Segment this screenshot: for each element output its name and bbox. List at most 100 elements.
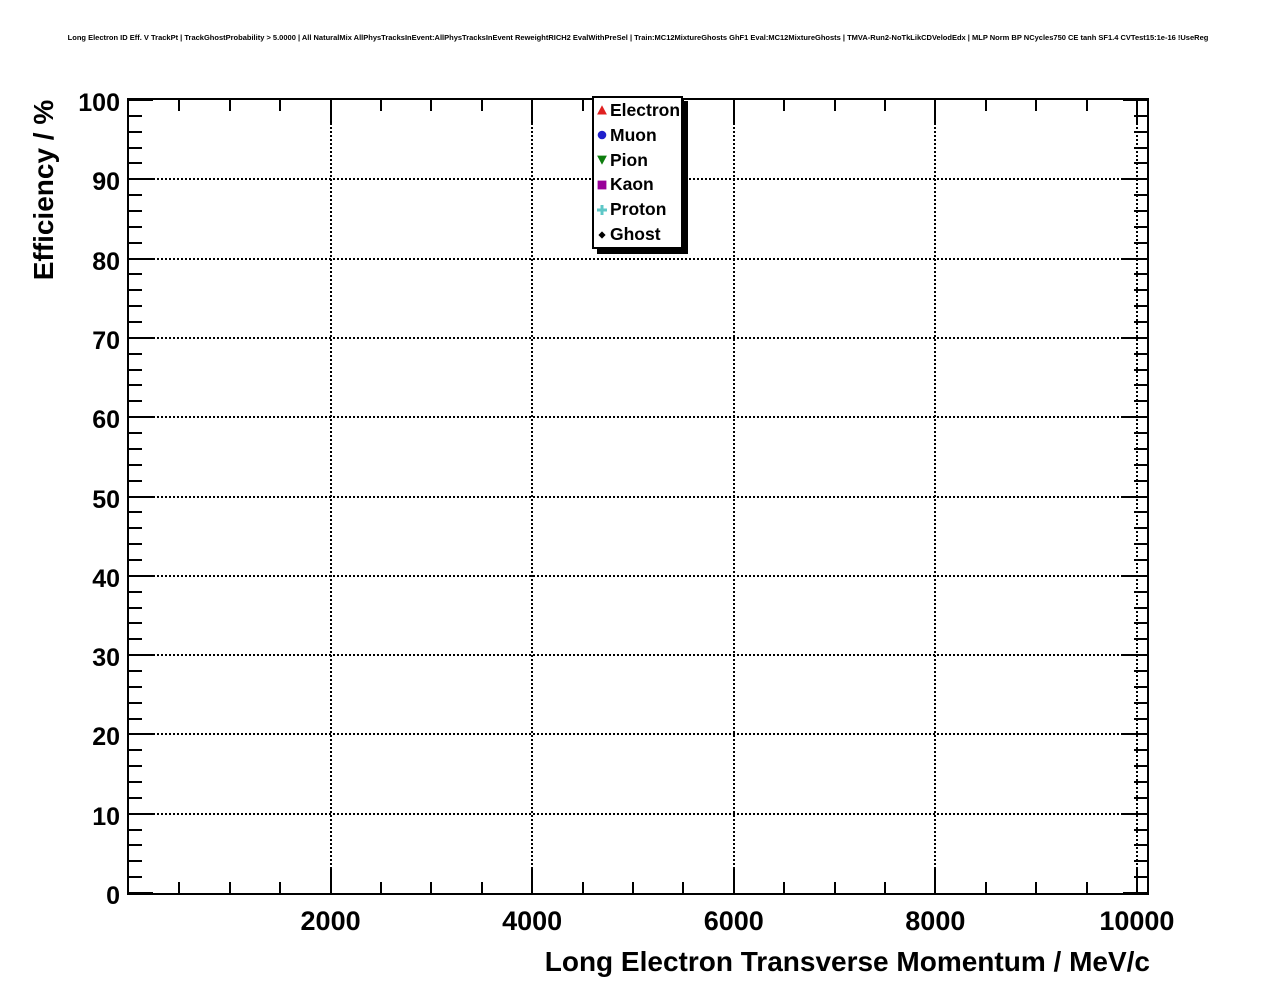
y-axis-tick-mirror [1123,178,1147,180]
y-axis-tick [129,781,142,783]
y-axis-tick [129,242,142,244]
y-axis-tick-mirror [1134,400,1147,402]
y-axis-tick [129,575,153,577]
legend-row-kaon: Kaon [594,172,681,197]
y-axis-tick [129,749,142,751]
y-axis-tick [129,353,142,355]
y-axis-tick [129,480,142,482]
x-tick-label: 10000 [1099,906,1174,937]
legend-label: Pion [610,150,648,171]
x-axis-tick [229,882,231,893]
y-axis-tick-mirror [1123,337,1147,339]
y-gridline [129,416,1147,418]
y-axis-tick [129,210,142,212]
x-axis-tick-mirror [783,100,785,111]
y-tick-label: 100 [0,90,120,116]
y-tick-label: 50 [0,487,120,513]
x-axis-tick-mirror [582,100,584,111]
x-axis-tick-mirror [481,100,483,111]
x-axis-tick [783,882,785,893]
y-axis-tick-mirror [1134,829,1147,831]
y-axis-title: Efficiency / % [28,100,60,281]
y-axis-tick [129,226,142,228]
y-axis-tick-mirror [1134,797,1147,799]
x-axis-tick [985,882,987,893]
y-axis-tick [129,686,142,688]
y-axis-tick-mirror [1134,844,1147,846]
y-gridline [129,258,1147,260]
legend-label: Proton [610,199,666,220]
y-axis-tick-mirror [1134,432,1147,434]
cross-marker-icon [596,204,608,216]
y-axis-tick [129,448,142,450]
square-marker-icon [596,179,608,191]
y-axis-tick-mirror [1134,702,1147,704]
y-axis-tick-mirror [1134,527,1147,529]
y-axis-tick [129,131,142,133]
y-axis-tick-mirror [1134,622,1147,624]
y-gridline [129,654,1147,656]
x-axis-tick [481,882,483,893]
x-axis-tick [1136,869,1138,893]
y-axis-tick [129,892,153,894]
y-axis-tick-mirror [1123,496,1147,498]
y-axis-tick-mirror [1134,638,1147,640]
y-axis-tick-mirror [1134,464,1147,466]
x-axis-tick [884,882,886,893]
y-axis-tick [129,638,142,640]
y-axis-tick [129,432,142,434]
x-tick-label: 2000 [301,906,361,937]
y-axis-tick-mirror [1134,749,1147,751]
x-axis-tick-mirror [884,100,886,111]
y-gridline [129,337,1147,339]
y-tick-label: 0 [0,883,120,909]
x-tick-label: 4000 [502,906,562,937]
legend-row-electron: Electron [594,98,681,123]
y-axis-tick [129,511,142,513]
y-axis-tick [129,733,153,735]
y-axis-tick-mirror [1134,686,1147,688]
legend-marker-box [595,129,608,141]
x-axis-tick-mirror [1086,100,1088,111]
y-axis-tick-mirror [1134,369,1147,371]
y-gridline [129,813,1147,815]
x-axis-tick-mirror [733,100,735,124]
y-axis-tick-mirror [1134,147,1147,149]
y-axis-tick [129,527,142,529]
y-axis-tick [129,765,142,767]
y-tick-label: 60 [0,407,120,433]
y-axis-tick-mirror [1134,210,1147,212]
y-axis-tick [129,718,142,720]
x-axis-tick [531,869,533,893]
y-tick-label: 10 [0,804,120,830]
y-axis-tick [129,273,142,275]
y-axis-tick-mirror [1134,305,1147,307]
legend-label: Electron [610,100,680,121]
y-axis-tick [129,384,142,386]
y-axis-tick [129,797,142,799]
x-axis-tick-mirror [834,100,836,111]
legend-row-muon: Muon [594,123,681,148]
y-axis-tick-mirror [1134,321,1147,323]
y-axis-tick-mirror [1123,258,1147,260]
y-gridline [129,575,1147,577]
y-axis-tick [129,464,142,466]
y-axis-tick [129,654,153,656]
y-axis-tick-mirror [1123,813,1147,815]
y-axis-tick-mirror [1134,718,1147,720]
y-axis-tick [129,337,153,339]
y-gridline [129,496,1147,498]
x-axis-tick [178,882,180,893]
y-axis-tick-mirror [1134,384,1147,386]
root-canvas: Long Electron ID Eff. V TrackPt | TrackG… [0,0,1276,996]
y-axis-tick [129,194,142,196]
y-axis-tick [129,147,142,149]
x-axis-tick-mirror [934,100,936,124]
y-axis-tick [129,321,142,323]
x-axis-tick [380,882,382,893]
y-axis-tick [129,289,142,291]
x-axis-tick [1035,882,1037,893]
y-tick-label: 70 [0,328,120,354]
y-axis-tick [129,369,142,371]
legend-marker-box [595,229,608,241]
